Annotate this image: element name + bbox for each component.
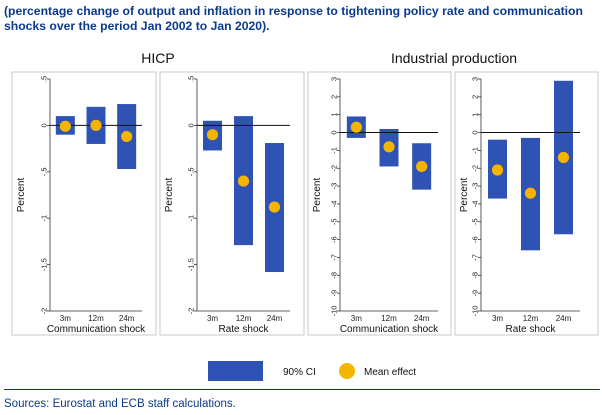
x-tick-label-4-24m: 24m [556, 314, 572, 323]
y-tick-label-3-12: -8 [330, 272, 339, 279]
mean-point-4-3m [491, 164, 504, 176]
y-tick-label-1-6: -2 [40, 308, 49, 315]
x-tick-label-3-24m: 24m [414, 314, 430, 323]
x-axis-label-4: Rate shock [505, 324, 556, 335]
mean-point-1-24m [121, 130, 133, 143]
y-tick-label-3-13: -9 [330, 290, 339, 297]
mean-point-4-24m [557, 151, 570, 164]
y-tick-label-3-7: -3 [330, 183, 339, 190]
y-tick-label-1-3: -.5 [40, 167, 49, 176]
mean-point-2-24m [268, 201, 281, 213]
x-tick-label-2-12m: 12m [236, 314, 252, 323]
y-tick-label-2-2: 0 [187, 123, 196, 127]
mean-point-3-3m [350, 121, 362, 133]
y-tick-label-4-5: -1 [471, 147, 480, 154]
source-note: Sources: Eurostat and ECB staff calculat… [4, 398, 236, 410]
group-title-1: HICP [141, 50, 174, 66]
x-tick-label-3-12m: 12m [381, 314, 397, 323]
y-tick-label-1-5: -1.5 [40, 258, 49, 271]
y-tick-label-3-4: 0 [330, 130, 339, 134]
legend-ci-label: 90% CI [283, 367, 316, 378]
y-tick-label-4-8: -4 [471, 201, 480, 208]
y-tick-label-3-1: 3 [330, 77, 339, 81]
y-axis-label-4: Percent [459, 178, 470, 213]
y-tick-label-4-6: -2 [471, 165, 480, 172]
group-title-2: Industrial production [391, 50, 517, 66]
y-tick-label-4-1: 3 [471, 77, 480, 81]
y-tick-label-2-6: -2 [187, 308, 196, 315]
y-tick-label-3-8: -4 [330, 201, 339, 208]
y-tick-label-3-9: -5 [330, 218, 339, 225]
y-tick-label-4-9: -5 [471, 218, 480, 225]
x-tick-label-1-12m: 12m [88, 314, 104, 323]
y-tick-label-4-10: -6 [471, 236, 480, 243]
y-tick-label-2-3: -.5 [187, 167, 196, 176]
x-axis-label-2: Rate shock [218, 324, 269, 335]
y-tick-label-1-1: .5 [40, 76, 49, 82]
y-tick-label-3-11: -7 [330, 254, 339, 261]
y-tick-label-1-4: -1 [40, 215, 49, 222]
mean-point-3-12m [383, 141, 395, 153]
mean-point-3-24m [416, 160, 428, 173]
y-tick-label-4-2: 2 [471, 95, 480, 99]
legend-ci-swatch [208, 361, 263, 381]
y-tick-label-4-11: -7 [471, 254, 480, 261]
mean-point-1-12m [90, 119, 102, 131]
y-tick-label-3-5: -1 [330, 147, 339, 154]
y-tick-label-4-4: 0 [471, 130, 480, 134]
chart-subtitle: (percentage change of output and inflati… [4, 4, 583, 33]
y-tick-label-1-2: 0 [40, 123, 49, 127]
mean-point-2-3m [206, 129, 219, 141]
y-tick-label-4-12: -8 [471, 272, 480, 279]
y-axis-label-2: Percent [164, 178, 175, 213]
mean-point-2-12m [237, 175, 250, 187]
y-tick-label-4-14: -10 [471, 306, 480, 317]
x-tick-label-4-12m: 12m [523, 314, 539, 323]
y-axis-label-1: Percent [16, 178, 27, 213]
legend-mean-swatch [339, 363, 355, 379]
mean-point-4-12m [524, 187, 537, 199]
y-tick-label-3-2: 2 [330, 95, 339, 99]
x-tick-label-4-3m: 3m [492, 314, 503, 323]
mean-point-1-3m [59, 120, 71, 132]
panel-frame-3 [307, 71, 452, 336]
y-tick-label-2-1: .5 [187, 76, 196, 82]
y-tick-label-3-14: -10 [330, 306, 339, 317]
legend-divider [4, 389, 600, 390]
y-tick-label-2-4: -1 [187, 215, 196, 222]
x-tick-label-1-24m: 24m [119, 314, 135, 323]
y-axis-label-3: Percent [312, 178, 323, 213]
x-tick-label-1-3m: 3m [60, 314, 71, 323]
y-tick-label-2-5: -1.5 [187, 258, 196, 271]
y-tick-label-4-13: -9 [471, 290, 480, 297]
x-axis-label-3: Communication shock [340, 324, 439, 335]
x-tick-label-2-3m: 3m [207, 314, 218, 323]
y-tick-label-3-3: 1 [330, 113, 339, 117]
x-tick-label-3-3m: 3m [351, 314, 362, 323]
y-tick-label-4-7: -3 [471, 183, 480, 190]
y-tick-label-3-6: -2 [330, 165, 339, 172]
x-axis-label-1: Communication shock [47, 324, 146, 335]
x-tick-label-2-24m: 24m [267, 314, 283, 323]
legend-mean-label: Mean effect [364, 367, 416, 378]
y-tick-label-3-10: -6 [330, 236, 339, 243]
y-tick-label-4-3: 1 [471, 113, 480, 117]
